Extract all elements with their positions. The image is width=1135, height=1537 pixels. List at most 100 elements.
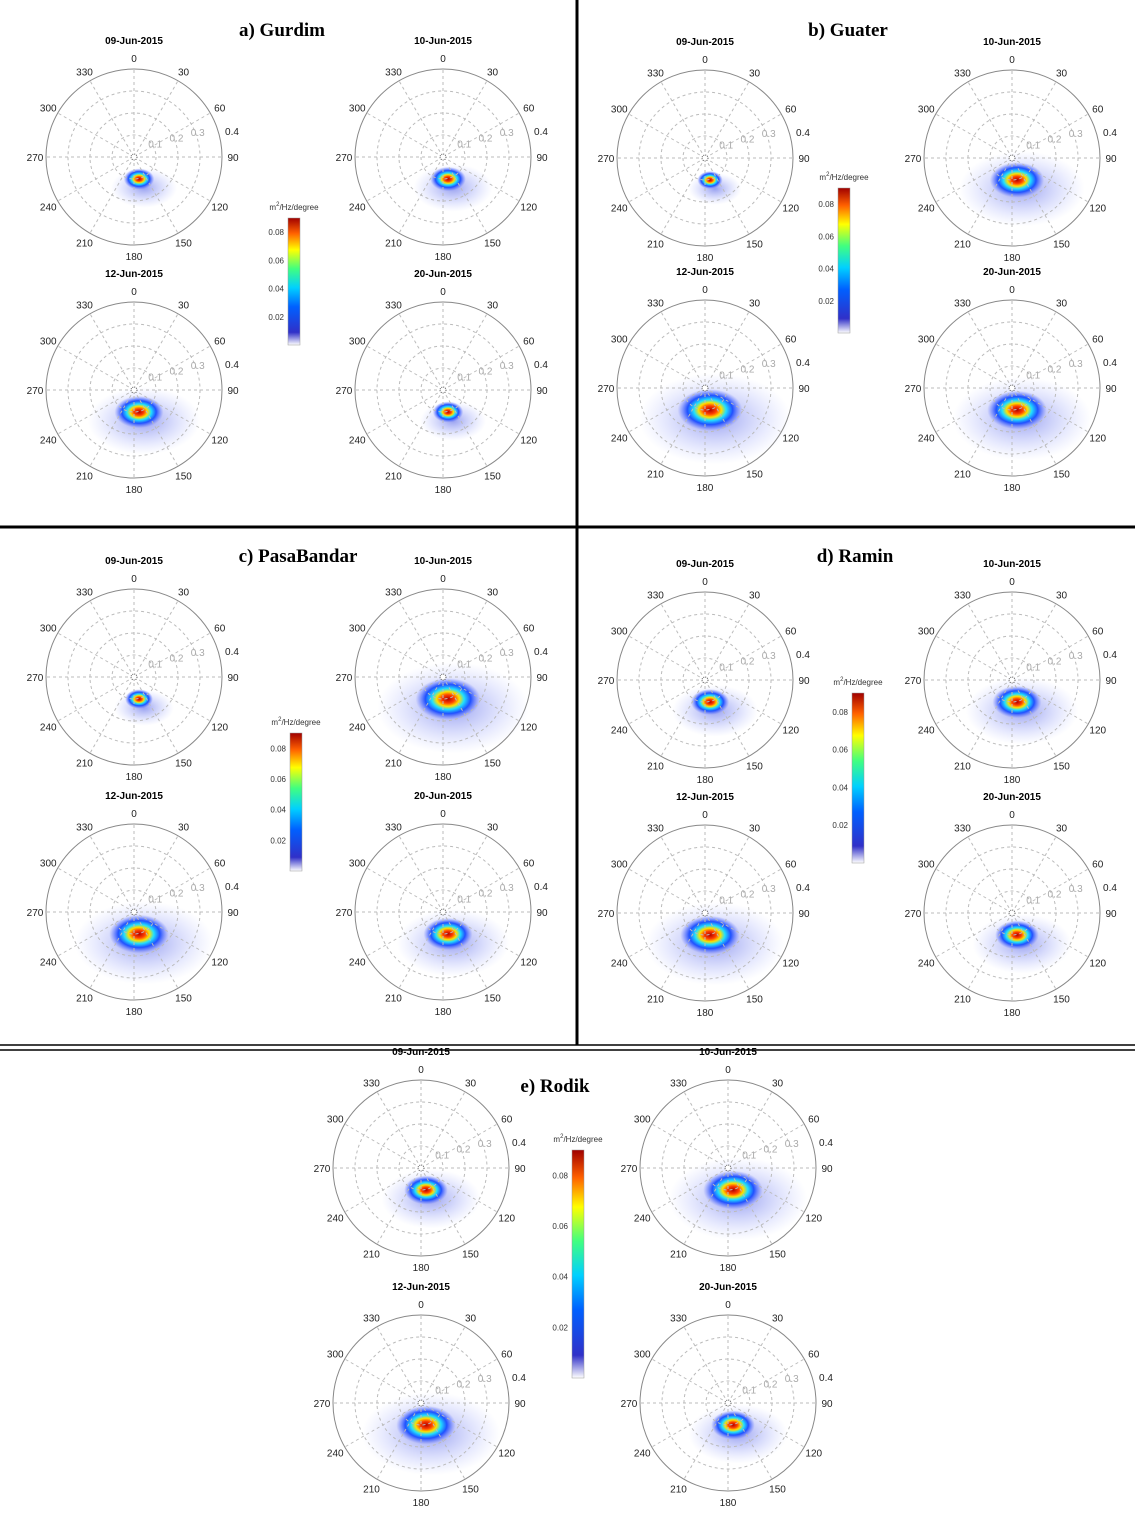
angle-label: 210: [954, 995, 971, 1006]
colorbar-tick: 0.02: [818, 297, 834, 306]
polar-plot: 12-Jun-20150.10.20.30.403060901201501802…: [27, 791, 240, 1018]
colorbar: [852, 693, 864, 863]
angle-label: 330: [647, 823, 664, 834]
angle-label: 270: [27, 673, 44, 684]
angle-label: 270: [598, 384, 615, 395]
radial-label: 0.4: [796, 650, 810, 661]
angle-label: 150: [462, 1485, 479, 1496]
figure: a) Gurdim09-Jun-20150.10.20.30.403060901…: [0, 0, 1135, 1537]
radial-label: 0.3: [500, 361, 514, 372]
angle-label: 240: [611, 204, 628, 215]
colorbar-tick: 0.02: [832, 821, 848, 830]
angle-label: 300: [349, 337, 366, 348]
angle-label: 270: [598, 676, 615, 687]
angle-label: 180: [126, 252, 143, 263]
angle-label: 60: [501, 1350, 513, 1361]
angle-label: 30: [749, 590, 761, 601]
angle-label: 150: [175, 759, 192, 770]
angle-label: 150: [1053, 995, 1070, 1006]
angle-label: 90: [798, 909, 810, 920]
center-marker: [702, 155, 708, 161]
angle-label: 30: [178, 300, 190, 311]
angle-label: 180: [435, 485, 452, 496]
angle-grid: [377, 1092, 421, 1168]
colorbar-tick: 0.08: [832, 708, 848, 717]
angle-label: 120: [1089, 434, 1106, 445]
center-marker: [702, 385, 708, 391]
angle-label: 30: [178, 587, 190, 598]
plot-date: 20-Jun-2015: [983, 792, 1041, 803]
angle-label: 150: [175, 239, 192, 250]
radial-label: 0.3: [478, 1374, 492, 1385]
center-marker: [702, 677, 708, 683]
spectrum-core: [433, 401, 463, 422]
polar-plot: 09-Jun-20150.10.20.30.403060901201501802…: [598, 37, 811, 264]
angle-label: 120: [805, 1214, 822, 1225]
angle-grid: [968, 82, 1012, 158]
angle-label: 180: [126, 1007, 143, 1018]
plot-date: 12-Jun-2015: [676, 792, 734, 803]
angle-label: 150: [175, 994, 192, 1005]
angle-label: 180: [413, 1498, 430, 1509]
radial-label: 0.4: [225, 360, 239, 371]
angle-grid: [399, 836, 443, 912]
angle-label: 60: [501, 1115, 513, 1126]
angle-grid: [661, 312, 705, 388]
angle-label: 210: [385, 472, 402, 483]
polar-plot: 20-Jun-20150.10.20.30.403060901201501802…: [336, 791, 549, 1018]
angle-label: 150: [484, 759, 501, 770]
radial-label: 0.3: [191, 648, 205, 659]
colorbar: [572, 1150, 584, 1378]
colorbar-tick: 0.04: [268, 285, 284, 294]
center-marker: [1009, 155, 1015, 161]
angle-grid: [652, 1359, 728, 1403]
angle-label: 300: [611, 335, 628, 346]
angle-label: 180: [697, 253, 714, 264]
angle-label: 270: [905, 384, 922, 395]
angle-label: 330: [76, 67, 93, 78]
angle-label: 150: [484, 472, 501, 483]
angle-grid: [399, 81, 443, 157]
plot-date: 10-Jun-2015: [699, 1047, 757, 1058]
angle-label: 330: [385, 300, 402, 311]
radial-label: 0.3: [1069, 651, 1083, 662]
angle-label: 0: [440, 54, 446, 65]
angle-label: 150: [769, 1250, 786, 1261]
angle-label: 0: [131, 574, 137, 585]
radial-label: 0.4: [1103, 650, 1117, 661]
angle-label: 150: [746, 240, 763, 251]
radial-label: 0.4: [1103, 128, 1117, 139]
angle-label: 30: [178, 822, 190, 833]
angle-grid: [661, 604, 705, 680]
angle-label: 210: [363, 1250, 380, 1261]
angle-label: 30: [772, 1078, 784, 1089]
angle-grid: [968, 604, 1012, 680]
angle-label: 300: [918, 860, 935, 871]
angle-grid: [58, 113, 134, 157]
plot-date: 20-Jun-2015: [414, 269, 472, 280]
angle-label: 210: [385, 994, 402, 1005]
angle-label: 240: [634, 1214, 651, 1225]
angle-label: 240: [40, 203, 57, 214]
angle-label: 270: [598, 154, 615, 165]
angle-label: 330: [670, 1313, 687, 1324]
radial-label: 0.4: [796, 128, 810, 139]
angle-label: 120: [211, 203, 228, 214]
radial-label: 0.3: [762, 651, 776, 662]
center-marker: [702, 910, 708, 916]
angle-grid: [367, 346, 443, 390]
angle-label: 90: [536, 908, 548, 919]
angle-label: 90: [1105, 154, 1117, 165]
angle-label: 210: [647, 470, 664, 481]
angle-label: 150: [746, 995, 763, 1006]
angle-label: 270: [27, 386, 44, 397]
angle-label: 270: [336, 386, 353, 397]
colorbar-tick: 0.06: [552, 1222, 568, 1231]
angle-label: 330: [76, 587, 93, 598]
plot-date: 12-Jun-2015: [676, 267, 734, 278]
angle-grid: [399, 314, 443, 390]
angle-label: 330: [76, 822, 93, 833]
angle-label: 150: [1053, 240, 1070, 251]
angle-label: 180: [1004, 483, 1021, 494]
angle-label: 90: [798, 676, 810, 687]
